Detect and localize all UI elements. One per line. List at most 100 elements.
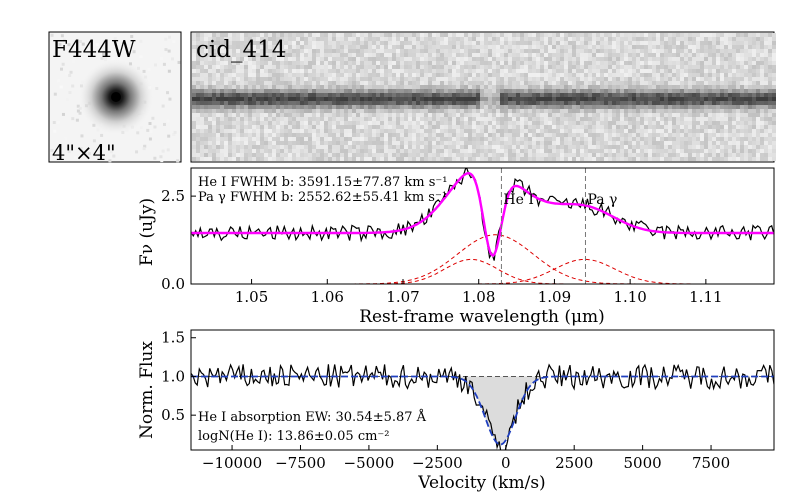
spectrum2d-pixel: [348, 149, 352, 153]
spectrum2d-pixel: [472, 153, 476, 157]
spectrum2d-pixel: [220, 125, 224, 129]
spectrum2d-pixel: [584, 129, 588, 133]
spectrum2d-pixel: [448, 77, 452, 81]
spectrum2d-pixel: [348, 141, 352, 145]
spectrum2d-pixel: [620, 49, 624, 53]
spectrum2d-pixel: [324, 65, 328, 69]
spectrum2d-pixel: [412, 137, 416, 141]
spectrum2d-pixel: [256, 133, 260, 137]
spectrum2d-pixel: [476, 105, 480, 109]
spectrum2d-pixel: [548, 145, 552, 149]
spectrum2d-pixel: [692, 69, 696, 73]
spectrum2d-pixel: [240, 125, 244, 129]
spectrum2d-pixel: [460, 153, 464, 157]
spectrum2d-pixel: [700, 157, 704, 161]
spectrum2d-pixel: [696, 121, 700, 125]
spectrum2d-pixel: [628, 33, 632, 37]
spectrum2d-pixel: [508, 97, 512, 101]
spectrum2d-pixel: [624, 117, 628, 121]
spectrum2d-pixel: [240, 33, 244, 37]
spectrum2d-pixel: [672, 117, 676, 121]
spectrum2d-pixel: [464, 41, 468, 45]
spectrum2d-pixel: [392, 45, 396, 49]
spectrum2d-pixel: [504, 141, 508, 145]
spectrum2d-pixel: [512, 85, 516, 89]
spectrum2d-pixel: [504, 69, 508, 73]
spectrum2d-pixel: [472, 77, 476, 81]
spectrum2d-pixel: [352, 77, 356, 81]
spectrum2d-pixel: [324, 57, 328, 61]
spectrum2d-pixel: [404, 65, 408, 69]
spectrum2d-pixel: [696, 61, 700, 65]
spectrum2d-pixel: [652, 97, 656, 101]
spectrum2d-pixel: [588, 137, 592, 141]
spectrum2d-pixel: [308, 157, 312, 161]
spectrum2d-pixel: [444, 93, 448, 97]
spectrum2d-pixel: [332, 85, 336, 89]
spectrum2d-pixel: [388, 89, 392, 93]
spectrum2d-pixel: [772, 121, 776, 125]
spectrum2d-pixel: [732, 89, 736, 93]
spectrum2d-pixel: [732, 85, 736, 89]
spectrum2d-pixel: [284, 93, 288, 97]
spectrum2d-pixel: [636, 93, 640, 97]
spectrum2d-pixel: [652, 149, 656, 153]
spectrum2d-pixel: [228, 61, 232, 65]
spectrum2d-pixel: [476, 53, 480, 57]
spectrum2d-pixel: [476, 121, 480, 125]
spectrum2d-pixel: [728, 57, 732, 61]
spectrum2d-pixel: [572, 73, 576, 77]
spectrum2d-pixel: [508, 53, 512, 57]
spectrum2d-pixel: [336, 145, 340, 149]
spectrum2d-pixel: [512, 157, 516, 161]
spectrum2d-pixel: [612, 121, 616, 125]
spectrum2d-pixel: [512, 65, 516, 69]
spectrum2d-pixel: [644, 89, 648, 93]
spectrum2d-pixel: [560, 61, 564, 65]
spectrum2d-pixel: [736, 125, 740, 129]
spectrum2d-pixel: [200, 101, 204, 105]
spectrum2d-pixel: [436, 125, 440, 129]
spectrum2d-pixel: [560, 153, 564, 157]
spectrum2d-pixel: [488, 41, 492, 45]
spectrum2d-pixel: [392, 77, 396, 81]
spectrum2d-pixel: [580, 137, 584, 141]
spectrum2d-pixel: [748, 97, 752, 101]
spectrum2d-pixel: [628, 113, 632, 117]
spectrum2d-pixel: [416, 101, 420, 105]
spectrum2d-pixel: [752, 77, 756, 81]
spectrum2d-pixel: [584, 69, 588, 73]
spectrum2d-pixel: [656, 45, 660, 49]
spectrum2d-pixel: [684, 41, 688, 45]
spectrum2d-pixel: [364, 149, 368, 153]
spectrum2d-pixel: [292, 53, 296, 57]
spectrum2d-pixel: [640, 101, 644, 105]
spectrum2d-pixel: [476, 125, 480, 129]
spectrum2d-pixel: [668, 133, 672, 137]
spectrum2d-pixel: [576, 53, 580, 57]
spectrum2d-pixel: [604, 89, 608, 93]
spectrum2d-pixel: [472, 145, 476, 149]
spectrum2d-pixel: [208, 137, 212, 141]
spectrum2d-pixel: [356, 105, 360, 109]
spectrum2d-pixel: [428, 33, 432, 37]
spectrum2d-pixel: [708, 157, 712, 161]
spectrum2d-pixel: [300, 65, 304, 69]
spectrum2d-pixel: [756, 93, 760, 97]
spectrum2d-pixel: [404, 133, 408, 137]
spectrum2d-pixel: [352, 61, 356, 65]
spectrum2d-pixel: [484, 77, 488, 81]
spectrum2d-pixel: [600, 97, 604, 101]
spectrum2d-pixel: [368, 129, 372, 133]
spectrum2d-pixel: [604, 109, 608, 113]
spectrum2d-pixel: [660, 149, 664, 153]
spectrum2d-pixel: [584, 89, 588, 93]
spectrum2d-pixel: [552, 37, 556, 41]
spectrum2d-pixel: [572, 133, 576, 137]
spectrum2d-pixel: [616, 33, 620, 37]
spectrum2d-pixel: [332, 121, 336, 125]
spectrum2d-pixel: [312, 157, 316, 161]
spectrum2d-pixel: [280, 33, 284, 37]
spectrum2d-pixel: [568, 73, 572, 77]
spectrum2d-pixel: [380, 85, 384, 89]
